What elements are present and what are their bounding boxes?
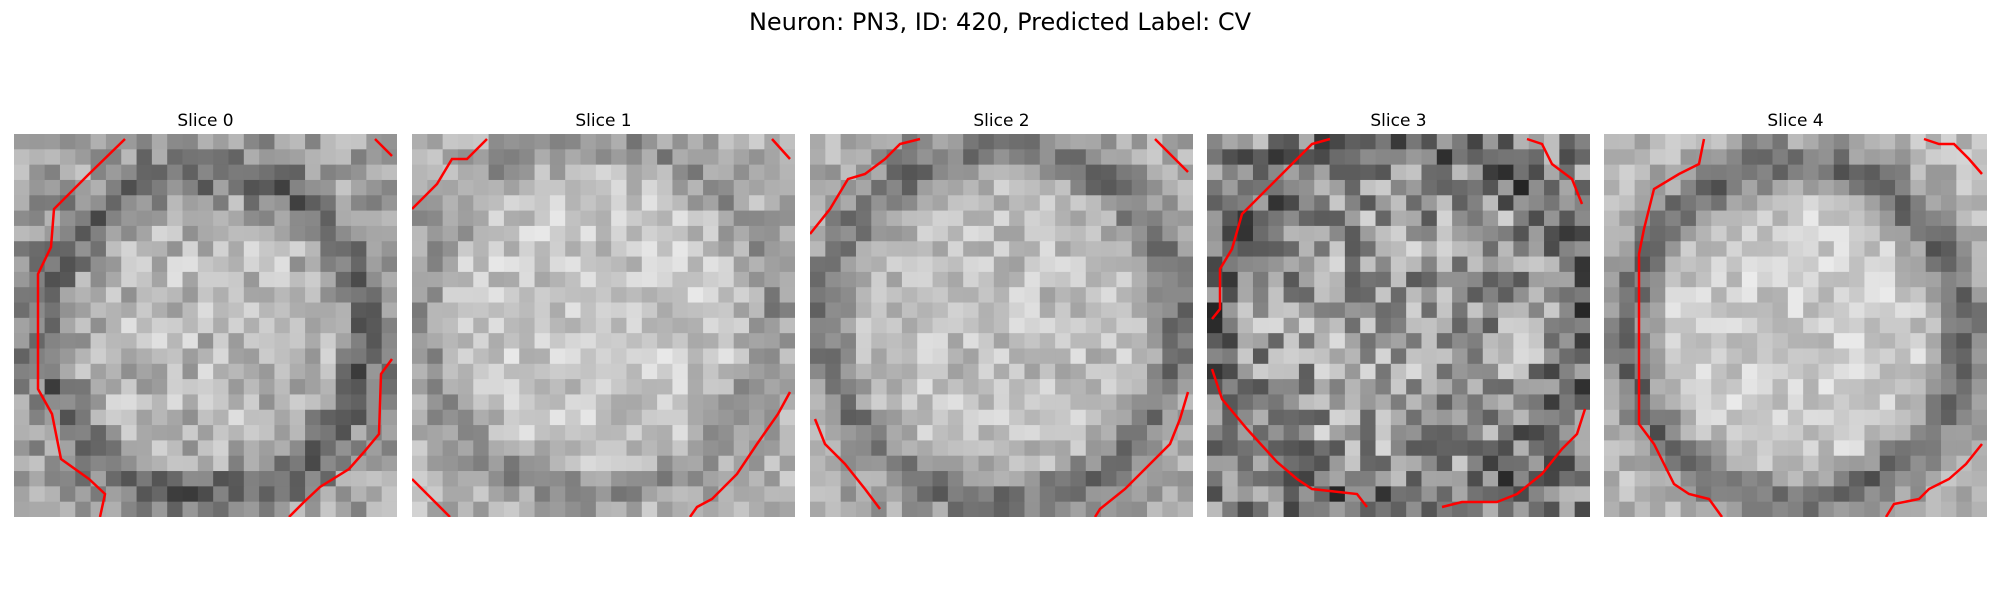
slice-image-4 <box>1604 134 1987 517</box>
contour-line <box>36 138 126 517</box>
slice-panel-3: Slice 3 <box>1207 108 1590 517</box>
slice-title: Slice 4 <box>1767 111 1824 131</box>
contour-line <box>1211 137 1331 320</box>
contour-line <box>1637 138 1724 517</box>
slice-image-1 <box>412 134 795 517</box>
contour-line <box>1210 368 1368 508</box>
contour-line <box>1154 138 1189 173</box>
contour-line <box>688 391 792 517</box>
slice-image-2 <box>810 134 1193 517</box>
contour-line <box>771 138 791 160</box>
contour-line <box>374 138 393 157</box>
slice-image-3 <box>1207 134 1590 517</box>
slice-image-0 <box>14 134 397 517</box>
contour-line <box>1884 443 1983 517</box>
slice-panel-2: Slice 2 <box>810 108 1193 517</box>
contour-line <box>1923 137 1983 175</box>
contour-line <box>1441 408 1587 509</box>
contour-line <box>1526 137 1584 205</box>
slice-title: Slice 1 <box>575 111 632 131</box>
figure-suptitle: Neuron: PN3, ID: 420, Predicted Label: C… <box>748 8 1252 36</box>
slice-title: Slice 0 <box>177 111 234 131</box>
slice-title: Slice 3 <box>1370 111 1427 131</box>
contour-line <box>412 478 451 517</box>
contour-line <box>1093 391 1190 517</box>
slice-panel-0: Slice 0 <box>14 108 397 517</box>
slice-panel-1: Slice 1 <box>412 108 795 517</box>
contour-line <box>813 418 881 510</box>
contour-line <box>288 358 394 517</box>
slice-title: Slice 2 <box>973 111 1030 131</box>
contour-line <box>412 138 488 210</box>
slice-panel-4: Slice 4 <box>1604 108 1987 517</box>
contour-line <box>810 137 921 235</box>
